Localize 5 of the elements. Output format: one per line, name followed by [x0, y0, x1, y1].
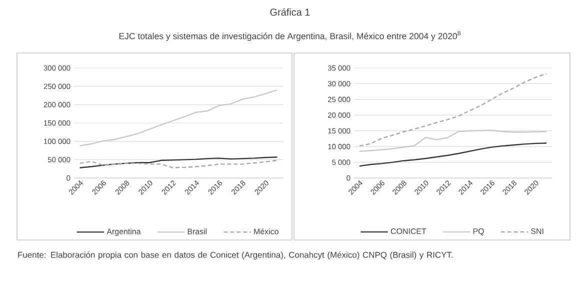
chart-subtitle: EJC totales y sistemas de investigación de Argentina, Brasil, México entre 2004 y 2020$^{8}$	[119, 31, 461, 41]
chart-title: Gráfica 1	[270, 8, 310, 16]
source-note: Fuente: Elaboración propia con base en datos de Conicet (Argentina), Conahcyt (México) CNPQ (Brasil) y RICYT.	[18, 252, 453, 260]
line-series	[358, 73, 548, 147]
line-series	[79, 89, 278, 146]
